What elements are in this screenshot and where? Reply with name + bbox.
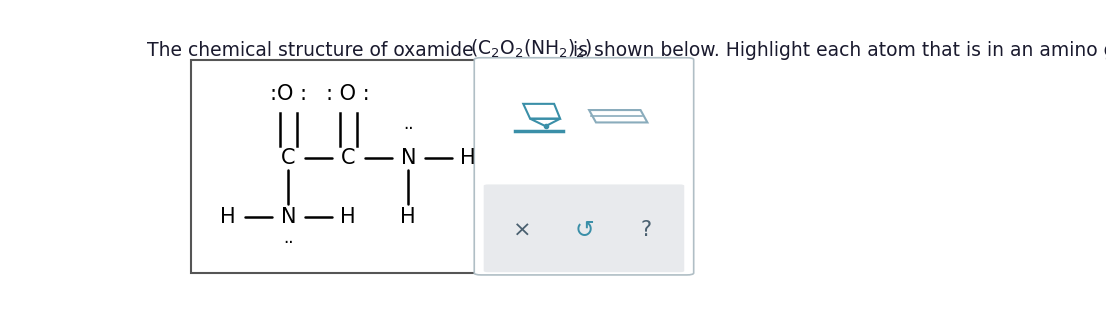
Text: C: C — [281, 148, 295, 168]
Text: is shown below. Highlight each atom that is in an amino group.: is shown below. Highlight each atom that… — [567, 41, 1106, 60]
Text: N: N — [281, 207, 296, 227]
FancyBboxPatch shape — [483, 185, 685, 272]
Text: ··: ·· — [283, 234, 293, 252]
Text: H: H — [220, 207, 236, 227]
Text: $\left(\mathregular{C_2O_2(NH_2)_2}\right)$: $\left(\mathregular{C_2O_2(NH_2)_2}\righ… — [470, 37, 592, 60]
Text: : O :: : O : — [326, 84, 371, 104]
Text: H: H — [460, 148, 476, 168]
Text: ×: × — [513, 220, 532, 240]
Text: N: N — [400, 148, 416, 168]
Text: ··: ·· — [403, 120, 414, 138]
Text: The chemical structure of oxamide: The chemical structure of oxamide — [147, 41, 479, 60]
Text: ↺: ↺ — [574, 218, 594, 242]
Text: H: H — [341, 207, 356, 227]
Text: C: C — [341, 148, 355, 168]
Text: H: H — [400, 207, 416, 227]
Bar — [191, 60, 487, 273]
Text: :O :: :O : — [270, 84, 306, 104]
Text: ?: ? — [640, 220, 651, 240]
FancyBboxPatch shape — [474, 58, 693, 275]
